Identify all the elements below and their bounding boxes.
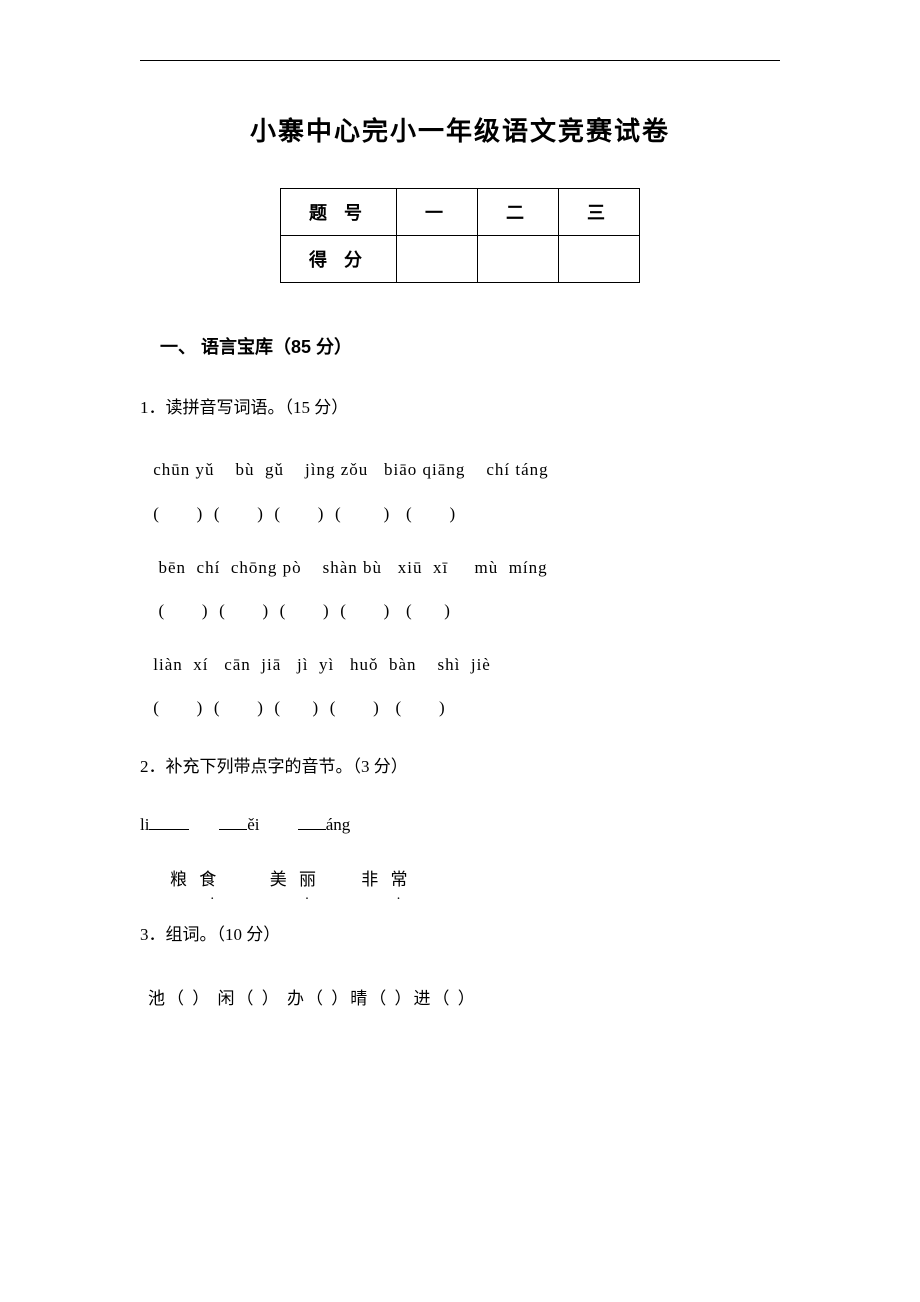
q3-label: 3．组词。（10 分）	[140, 916, 780, 953]
blank-line-2	[219, 829, 247, 830]
dot-1: .	[210, 888, 218, 904]
q1-row3-parens: ( ) ( ) ( ) ( ) ( )	[148, 698, 780, 718]
score-cell-1	[397, 236, 478, 283]
q1-row2-parens: ( ) ( ) ( ) ( ) ( )	[148, 601, 780, 621]
section-1-heading: 一、 语言宝库（85 分）	[160, 333, 780, 359]
page-title: 小寨中心完小一年级语文竞赛试卷	[140, 111, 780, 148]
score-cell-2	[478, 236, 559, 283]
score-cell-3	[559, 236, 640, 283]
q2-blank3-suffix: áng	[326, 815, 351, 834]
q1-row1-pinyin: chūn yǔ bù gǔ jìng zǒu biāo qiāng chí tá…	[148, 456, 780, 483]
header-label-cell: 题 号	[280, 189, 396, 236]
q1-row3-pinyin: liàn xí cān jiā jì yì huǒ bàn shì jiè	[148, 651, 780, 678]
dot-2: .	[305, 888, 313, 904]
header-rule	[140, 60, 780, 61]
q1-row1-parens: ( ) ( ) ( ) ( ) ( )	[148, 504, 780, 524]
table-score-row: 得 分	[280, 236, 639, 283]
q2-word-2: 美 丽.	[270, 865, 320, 890]
q1-label: 1．读拼音写词语。（15 分）	[140, 389, 780, 426]
blank-line-3	[298, 829, 326, 830]
q1-row2-pinyin: bēn chí chōng pò shàn bù xiū xī mù míng	[148, 554, 780, 581]
q2-blank1-prefix: li	[140, 815, 149, 834]
q2-label: 2．补充下列带点字的音节。（3 分）	[140, 748, 780, 785]
q2-blanks-row: li ěi áng	[140, 815, 780, 835]
q2-word-1: 粮 食.	[170, 865, 220, 890]
col-1-cell: 一	[397, 189, 478, 236]
col-2-cell: 二	[478, 189, 559, 236]
score-table: 题 号 一 二 三 得 分	[280, 188, 640, 283]
score-label-cell: 得 分	[280, 236, 396, 283]
q3-row: 池（ ） 闲（ ） 办（ ）晴（ ）进（ ）	[148, 984, 780, 1009]
dot-3: .	[397, 888, 405, 904]
col-3-cell: 三	[559, 189, 640, 236]
q2-blank2-suffix: ěi	[247, 815, 259, 834]
blank-line-1	[149, 829, 189, 830]
q2-words-row: 粮 食. 美 丽. 非 常.	[170, 865, 780, 890]
table-header-row: 题 号 一 二 三	[280, 189, 639, 236]
q2-word-3: 非 常.	[361, 865, 411, 890]
